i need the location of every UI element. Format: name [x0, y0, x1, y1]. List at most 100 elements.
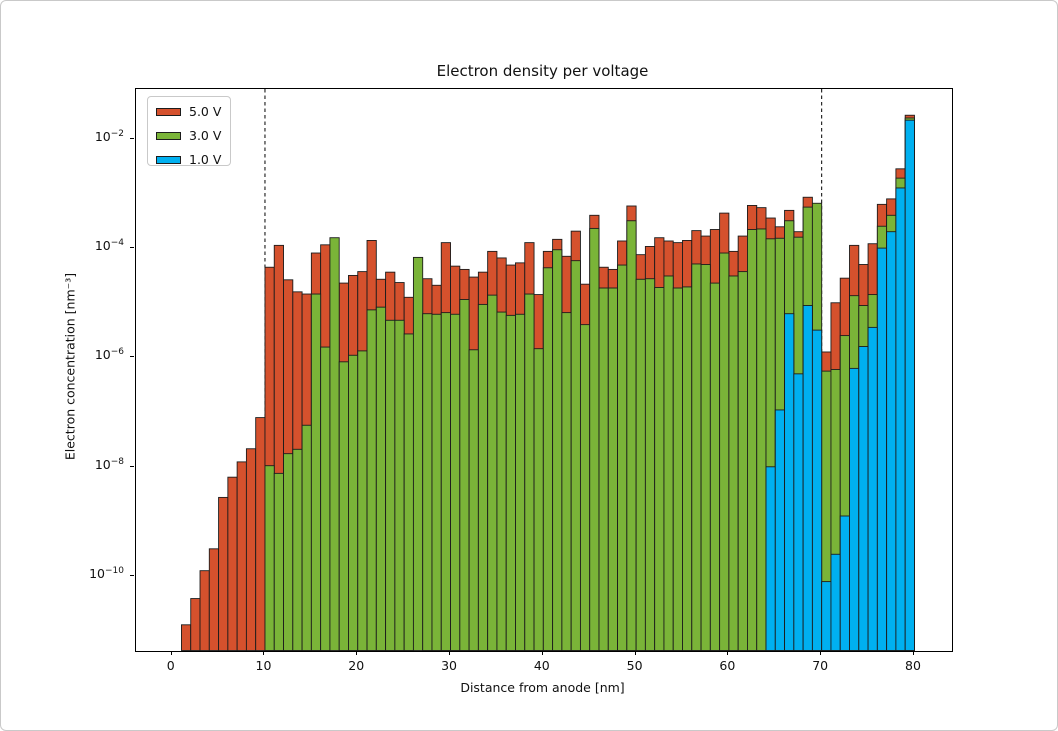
plot-area [134, 88, 953, 652]
bar-3.0V-x44 [579, 324, 590, 651]
bar-3.0V-x48 [616, 264, 627, 651]
bar-3.0V-x16 [319, 346, 330, 651]
x-tick-label: 70 [812, 658, 829, 673]
bar-3.0V-x45 [588, 227, 599, 651]
bar-3.0V-x53 [662, 275, 674, 651]
y-tick-label: 10−8 [94, 456, 124, 472]
bar-3.0V-x19 [347, 354, 358, 651]
bar-3.0V-x12 [282, 453, 293, 651]
bar-1.0V-x72 [839, 515, 850, 651]
legend-swatch-1v [156, 156, 181, 164]
bar-3.0V-x59 [718, 252, 729, 651]
bar-3.0V-x41 [551, 249, 562, 651]
bar-3.0V-x30 [449, 313, 460, 651]
bar-3.0V-x56 [690, 263, 702, 651]
legend-label-1v: 1.0 V [189, 152, 222, 167]
bar-3.0V-x39 [533, 348, 544, 651]
bar-1.0V-x69 [811, 329, 822, 651]
y-tick-mark [130, 356, 134, 358]
bar-3.0V-x54 [672, 287, 683, 651]
bar-3.0V-x51 [644, 278, 655, 651]
bar-1.0V-x78 [894, 187, 906, 651]
bar-1.0V-x74 [857, 346, 869, 651]
bar-3.0V-x15 [310, 293, 321, 651]
bar-3.0V-x28 [431, 313, 442, 651]
y-tick-mark [130, 247, 134, 249]
x-tick-mark [263, 650, 265, 655]
y-tick-label: 10−10 [89, 566, 124, 582]
bar-3.0V-x13 [291, 448, 303, 651]
y-tick-label: 10−2 [94, 128, 124, 144]
bar-3.0V-x62 [746, 229, 757, 651]
bar-1.0V-x64 [765, 466, 776, 651]
bar-3.0V-x58 [709, 282, 720, 651]
bar-3.0V-x20 [356, 350, 367, 651]
chart-title: Electron density per voltage [436, 62, 649, 80]
bar-1.0V-x68 [802, 305, 813, 651]
bar-3.0V-x17 [328, 237, 340, 651]
bar-3.0V-x31 [458, 299, 470, 651]
bar-1.0V-x70 [820, 581, 831, 651]
bar-3.0V-x29 [440, 312, 451, 651]
bar-3.0V-x55 [681, 286, 692, 651]
bar-3.0V-x40 [542, 267, 553, 651]
x-tick-label: 30 [441, 658, 457, 673]
bars-canvas [180, 89, 915, 651]
bar-3.0V-x32 [468, 349, 479, 651]
x-tick-mark [170, 650, 172, 655]
legend-swatch-5v [156, 108, 181, 116]
bar-5.0V-x8 [245, 448, 256, 651]
legend-row: 1.0 V [148, 148, 230, 172]
x-tick-mark [541, 650, 543, 655]
x-axis-label: Distance from anode [nm] [460, 680, 625, 695]
y-tick-label: 10−4 [94, 238, 124, 254]
bar-5.0V-x1 [180, 624, 191, 651]
bar-5.0V-x4 [208, 548, 219, 651]
bar-3.0V-x46 [598, 287, 609, 651]
legend-swatch-3v [156, 132, 181, 140]
bar-3.0V-x49 [625, 220, 637, 651]
x-tick-mark [727, 650, 729, 655]
bar-3.0V-x38 [523, 293, 534, 651]
bar-5.0V-x6 [226, 476, 238, 651]
legend: 5.0 V 3.0 V 1.0 V [147, 96, 231, 167]
bar-3.0V-x42 [560, 312, 572, 651]
bar-3.0V-x50 [635, 278, 646, 651]
bar-3.0V-x24 [393, 319, 405, 651]
bar-3.0V-x18 [338, 361, 349, 651]
bar-3.0V-x25 [403, 333, 414, 651]
bar-3.0V-x63 [755, 228, 766, 651]
x-tick-label: 60 [719, 658, 736, 673]
x-tick-label: 0 [166, 658, 175, 673]
bar-1.0V-x71 [830, 553, 841, 651]
bar-3.0V-x11 [273, 472, 284, 651]
bar-1.0V-x79 [904, 119, 915, 651]
x-tick-label: 40 [533, 658, 550, 673]
bar-5.0V-x5 [217, 496, 228, 651]
bar-1.0V-x76 [876, 247, 887, 651]
bar-3.0V-x34 [486, 294, 497, 651]
x-tick-label: 50 [626, 658, 643, 673]
legend-row: 5.0 V [148, 100, 230, 124]
bar-1.0V-x65 [774, 409, 785, 651]
x-tick-mark [820, 650, 822, 655]
bar-5.0V-x2 [189, 598, 200, 651]
bar-3.0V-x36 [505, 314, 516, 651]
bar-3.0V-x21 [366, 309, 377, 651]
bar-3.0V-x52 [653, 287, 664, 651]
y-axis-label: Electron concentration [nm⁻³] [62, 272, 78, 461]
bar-3.0V-x57 [700, 264, 711, 651]
x-tick-mark [356, 650, 358, 655]
bar-1.0V-x73 [848, 367, 859, 651]
bar-5.0V-x9 [254, 417, 265, 651]
bar-5.0V-x3 [199, 570, 210, 651]
bar-1.0V-x75 [867, 326, 878, 651]
bar-3.0V-x60 [727, 275, 739, 651]
bar-3.0V-x14 [301, 424, 312, 651]
x-tick-mark [912, 650, 914, 655]
legend-row: 3.0 V [148, 124, 230, 148]
x-tick-label: 80 [905, 658, 921, 673]
bar-3.0V-x23 [384, 319, 395, 651]
bar-5.0V-x7 [236, 461, 247, 651]
bar-3.0V-x27 [421, 313, 432, 651]
